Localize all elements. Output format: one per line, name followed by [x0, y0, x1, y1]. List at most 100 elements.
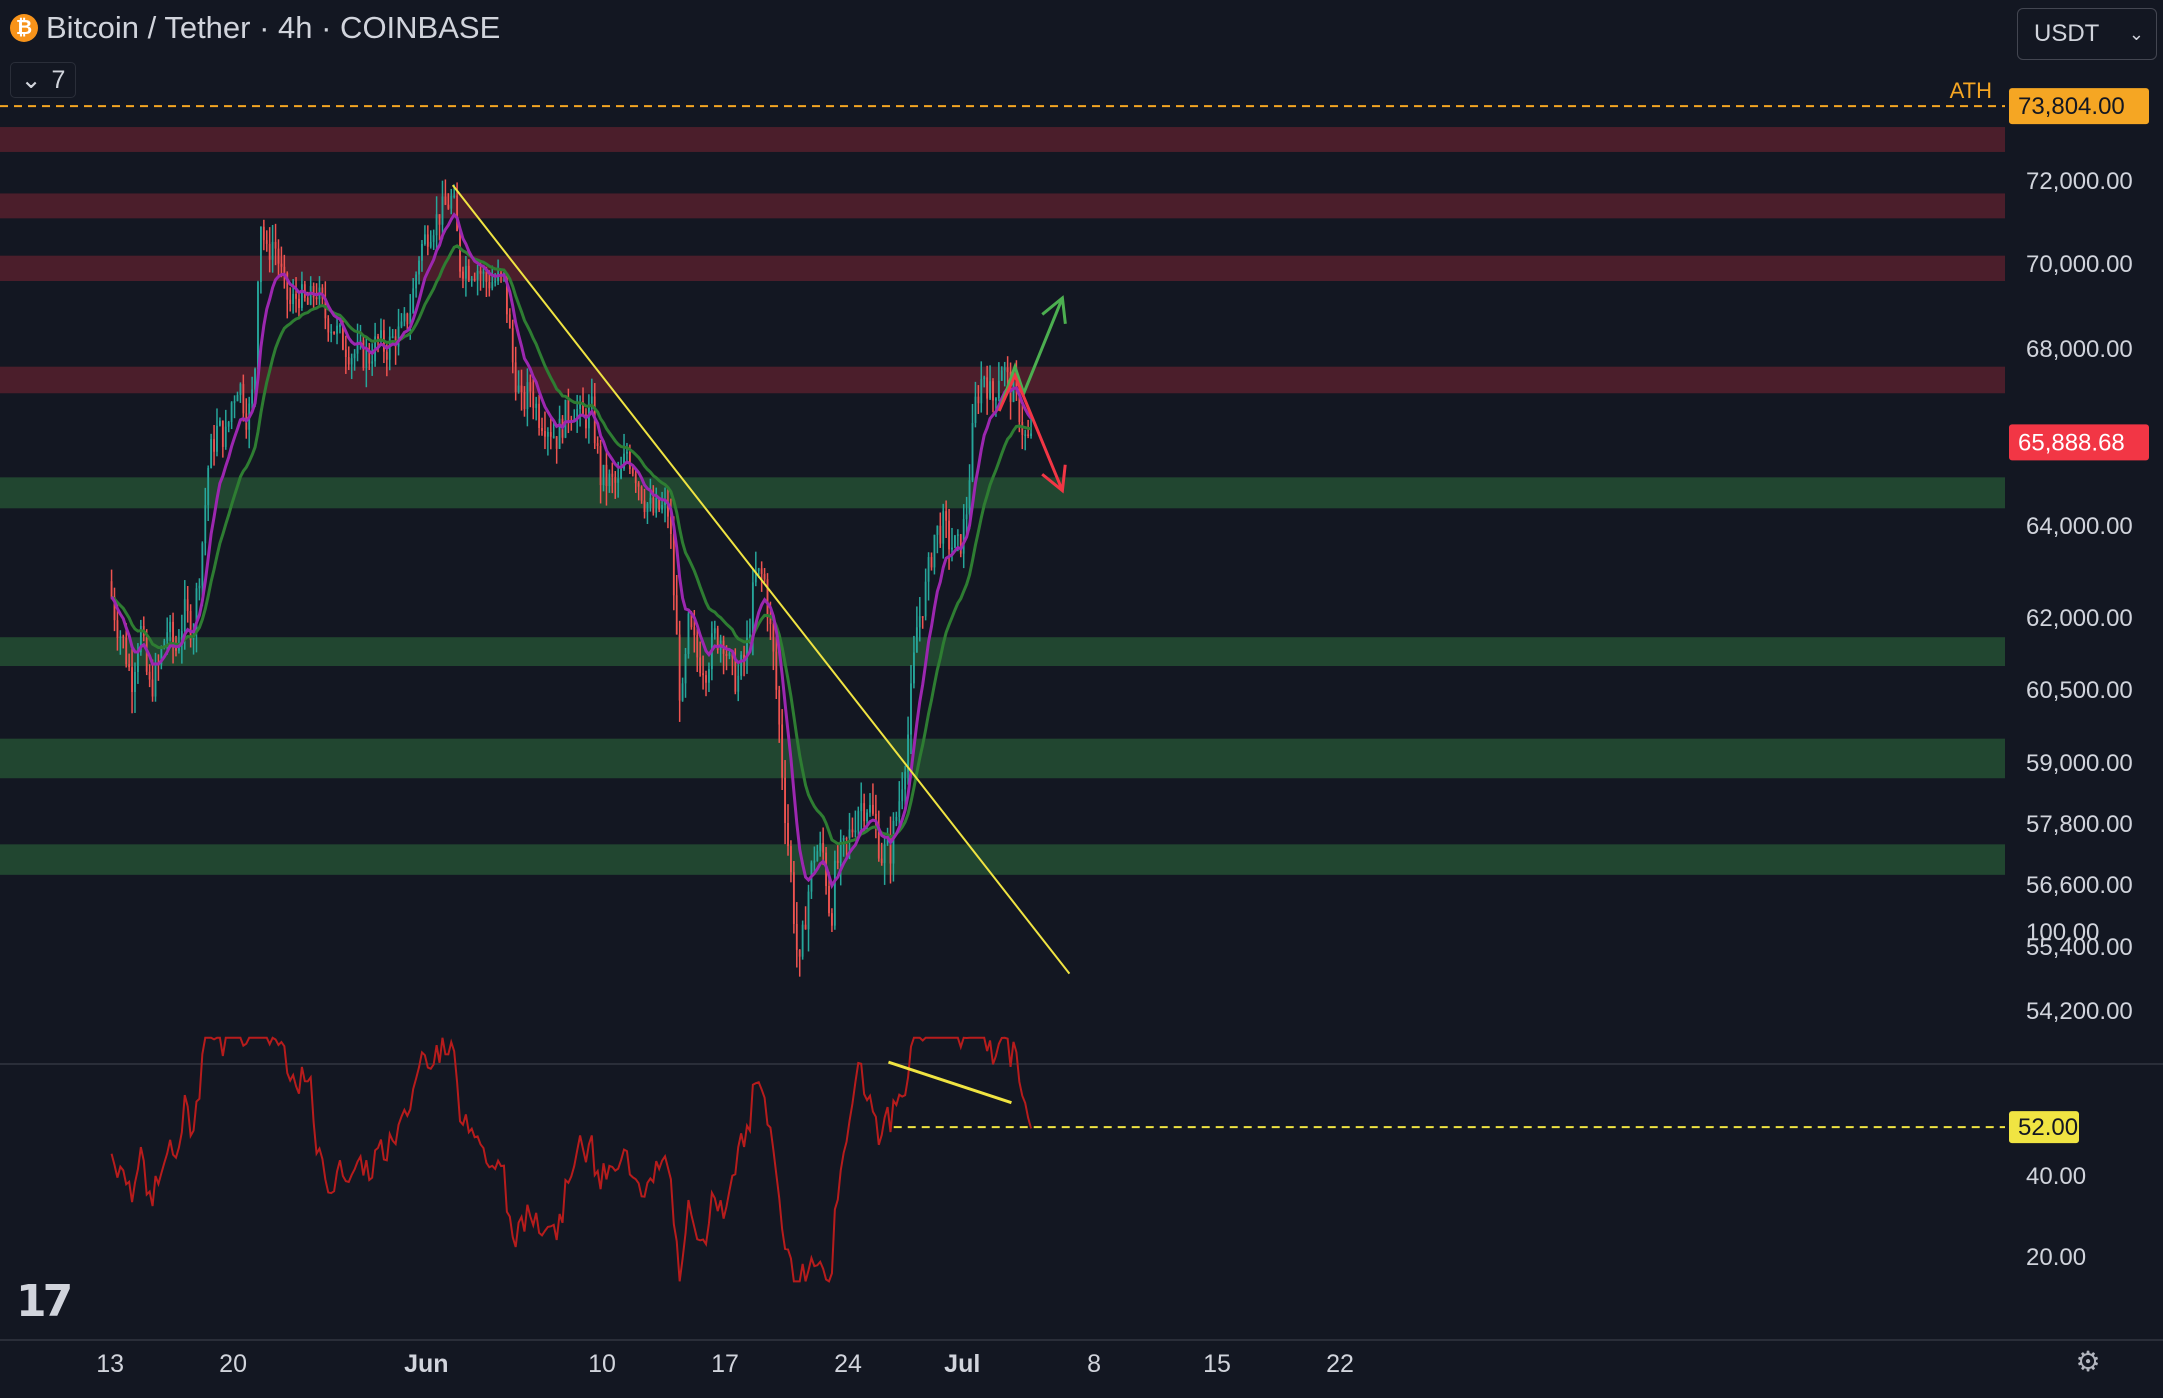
candle-body[interactable]: [737, 675, 740, 692]
candle-body[interactable]: [661, 504, 663, 510]
candle-body[interactable]: [447, 204, 450, 209]
symbol-title[interactable]: Bitcoin / Tether · 4h · COINBASE: [46, 10, 501, 45]
candle-body[interactable]: [227, 421, 230, 427]
candle-body[interactable]: [116, 620, 119, 638]
candle-body[interactable]: [356, 341, 359, 354]
candle-body[interactable]: [942, 511, 945, 544]
candle-body[interactable]: [602, 464, 605, 486]
candle-body[interactable]: [705, 675, 707, 683]
candle-body[interactable]: [277, 248, 280, 264]
indicators-toggle-button[interactable]: ⌄ 7: [10, 62, 76, 98]
candle-body[interactable]: [992, 381, 994, 401]
currency-select[interactable]: USDT ⌄: [2017, 8, 2157, 60]
candle-body[interactable]: [438, 214, 441, 225]
candle-body[interactable]: [230, 402, 233, 422]
candle-body[interactable]: [210, 439, 213, 468]
candle-body[interactable]: [298, 298, 300, 308]
candle-body[interactable]: [614, 476, 617, 483]
candle-body[interactable]: [579, 401, 582, 409]
candle-body[interactable]: [769, 617, 772, 625]
candle-body[interactable]: [915, 627, 918, 653]
candle-body[interactable]: [520, 385, 523, 393]
candle-body[interactable]: [684, 653, 687, 684]
candle-body[interactable]: [134, 672, 136, 693]
candle-body[interactable]: [936, 525, 939, 535]
support-zone[interactable]: [0, 844, 2005, 875]
candle-body[interactable]: [956, 534, 959, 536]
candle-body[interactable]: [857, 811, 860, 831]
candle-body[interactable]: [620, 468, 623, 479]
candle-body[interactable]: [459, 231, 461, 272]
candle-body[interactable]: [160, 648, 163, 665]
candle-body[interactable]: [599, 445, 602, 486]
candle-body[interactable]: [219, 420, 221, 426]
candle-body[interactable]: [265, 240, 268, 244]
candle-body[interactable]: [713, 628, 716, 634]
candle-body[interactable]: [775, 651, 778, 690]
candle-body[interactable]: [939, 525, 942, 544]
candle-body[interactable]: [467, 265, 470, 281]
candle-body[interactable]: [637, 483, 640, 487]
candle-body[interactable]: [997, 380, 1000, 399]
candle-body[interactable]: [330, 331, 333, 334]
candle-body[interactable]: [918, 616, 921, 628]
candle-body[interactable]: [716, 628, 719, 650]
candle-body[interactable]: [549, 432, 552, 437]
candle-body[interactable]: [845, 838, 848, 840]
candle-body[interactable]: [930, 557, 933, 568]
candle-body[interactable]: [699, 657, 702, 674]
candle-body[interactable]: [974, 396, 977, 424]
candle-body[interactable]: [183, 599, 186, 632]
candle-body[interactable]: [848, 829, 851, 839]
candle-body[interactable]: [131, 667, 133, 693]
candle-body[interactable]: [872, 804, 874, 814]
candle-body[interactable]: [623, 453, 625, 469]
candle-body[interactable]: [986, 377, 989, 399]
candle-body[interactable]: [611, 473, 614, 477]
candle-body[interactable]: [798, 949, 801, 957]
candle-body[interactable]: [567, 399, 570, 421]
candle-body[interactable]: [535, 403, 538, 408]
candle-body[interactable]: [807, 891, 810, 930]
candle-body[interactable]: [977, 396, 980, 404]
candle-body[interactable]: [163, 640, 166, 649]
candle-body[interactable]: [816, 851, 819, 861]
candle-body[interactable]: [400, 321, 403, 327]
candle-body[interactable]: [983, 377, 986, 380]
candle-body[interactable]: [962, 519, 965, 554]
candle-body[interactable]: [529, 382, 532, 392]
candle-body[interactable]: [681, 683, 684, 701]
candle-body[interactable]: [186, 599, 189, 611]
candle-body[interactable]: [517, 385, 520, 392]
candle-body[interactable]: [1021, 421, 1024, 435]
candle-body[interactable]: [746, 637, 748, 659]
candle-body[interactable]: [886, 837, 889, 845]
candle-body[interactable]: [544, 431, 546, 437]
candle-body[interactable]: [221, 420, 224, 447]
candle-body[interactable]: [558, 418, 561, 449]
candle-body[interactable]: [137, 652, 139, 673]
support-zone[interactable]: [0, 738, 2005, 779]
candle-body[interactable]: [552, 436, 555, 438]
candle-body[interactable]: [781, 724, 784, 778]
candle-body[interactable]: [415, 274, 418, 289]
candle-body[interactable]: [546, 432, 549, 437]
candle-body[interactable]: [924, 581, 927, 617]
bullish-projection-arrow[interactable]: [997, 297, 1064, 412]
candle-body[interactable]: [169, 621, 172, 633]
candle-body[interactable]: [945, 511, 948, 521]
candle-body[interactable]: [971, 423, 974, 481]
candle-body[interactable]: [702, 673, 704, 676]
candle-body[interactable]: [664, 501, 666, 505]
candle-body[interactable]: [444, 196, 447, 205]
candle-body[interactable]: [880, 858, 883, 864]
candle-body[interactable]: [508, 314, 511, 329]
candle-body[interactable]: [1000, 370, 1003, 381]
candle-body[interactable]: [895, 816, 898, 821]
candle-body[interactable]: [418, 260, 420, 275]
support-zone[interactable]: [0, 637, 2005, 666]
candle-body[interactable]: [854, 830, 857, 833]
candle-body[interactable]: [339, 325, 341, 327]
candle-body[interactable]: [1003, 367, 1006, 371]
candle-body[interactable]: [195, 588, 198, 632]
